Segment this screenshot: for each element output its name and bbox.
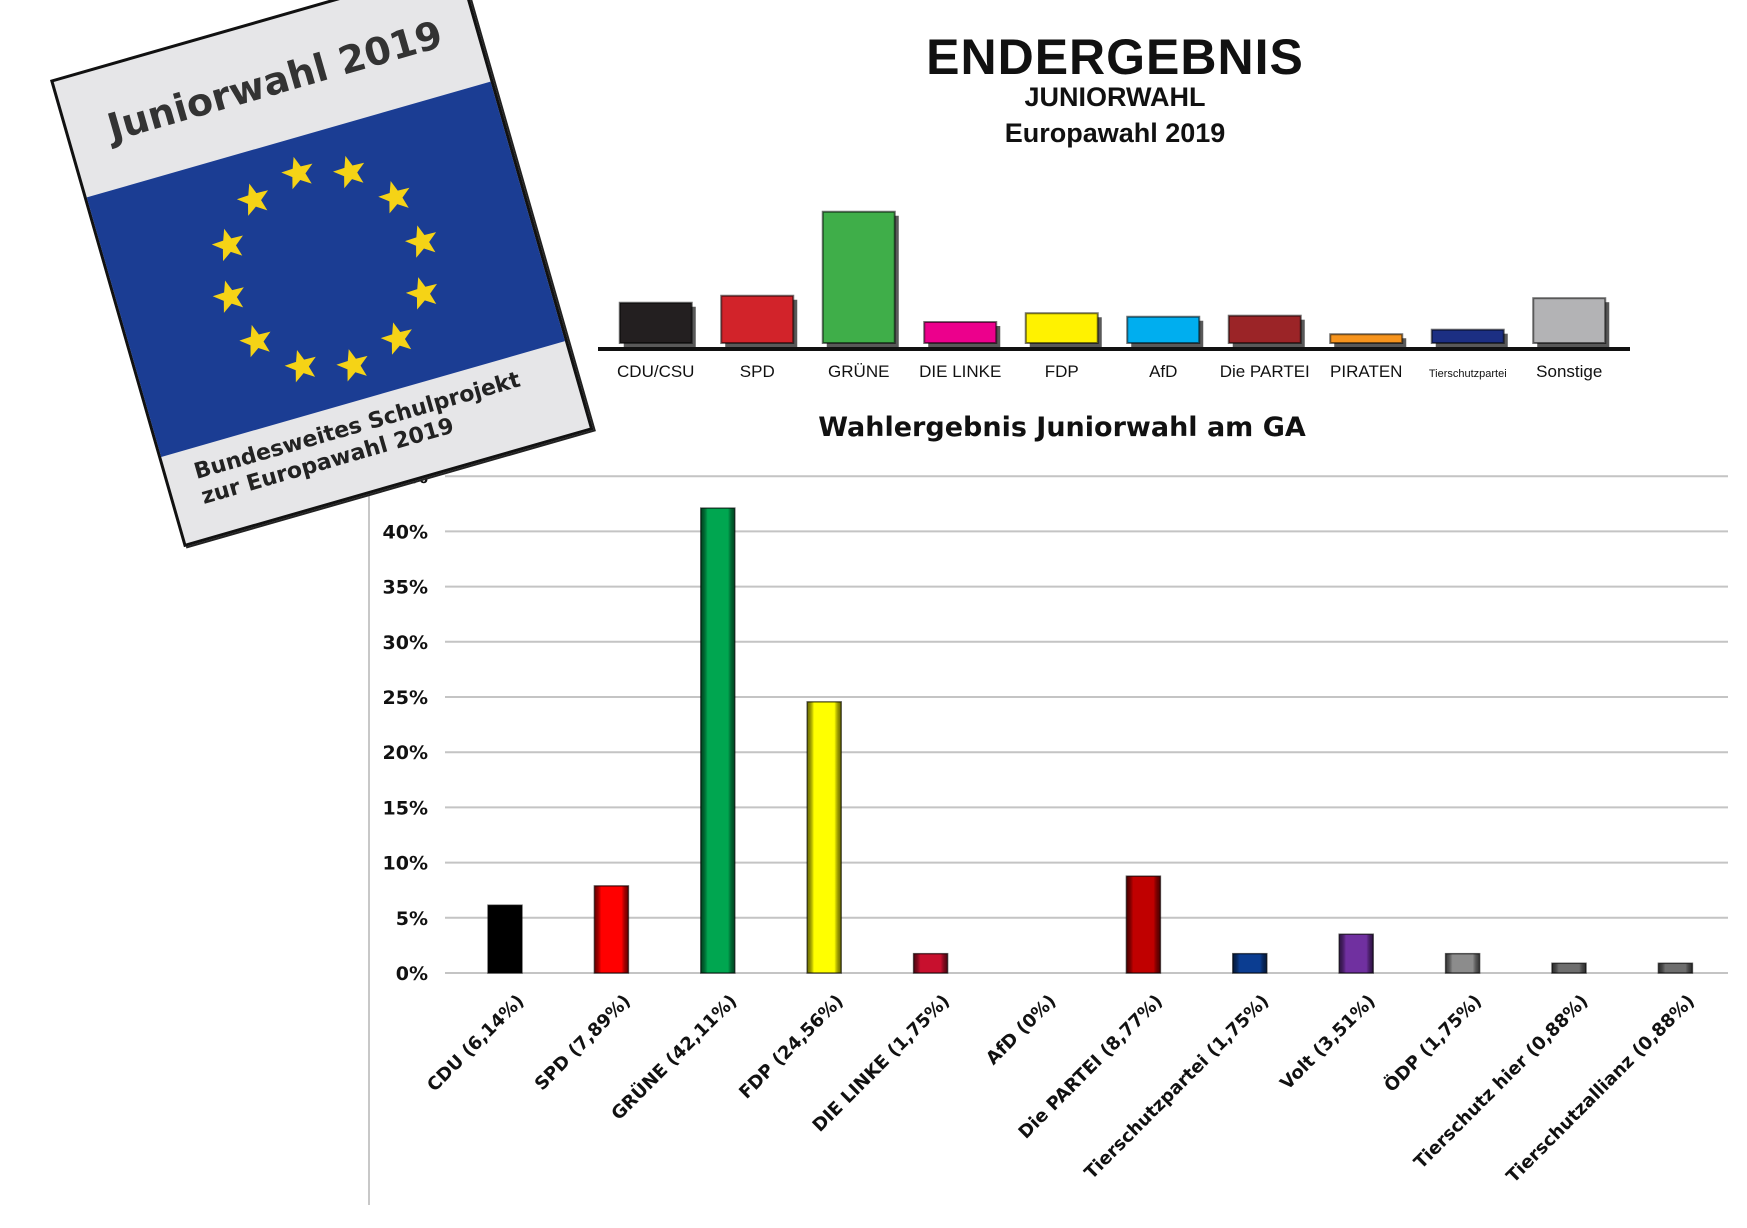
star-icon [239,324,271,358]
chart2-y-tick-label: 35% [383,577,428,599]
chart2-x-label: FDP (24,56%) [735,991,848,1104]
chart1-bar [618,301,693,344]
chart2-y-tick-label: 10% [383,853,428,875]
chart1-bar [821,210,896,344]
chart2-x-label: Tierschutzallianz (0,88%) [1502,991,1698,1187]
chart2-y-tick-label: 25% [383,687,428,709]
chart2-y-tick-label: 5% [396,908,428,930]
star-icon [333,155,365,189]
chart1-x-label: SPD [740,362,775,381]
chart2-x-label: ÖDP (1,75%) [1380,990,1486,1096]
chart1-bar [1329,333,1404,344]
star-icon [378,181,410,214]
eu-stars-icon [211,155,438,383]
chart2-bar-shading [912,952,949,974]
chart2-x-label: Volt (3,51%) [1276,991,1379,1094]
chart1-x-label: GRÜNE [828,362,889,381]
eu-flag-icon [86,81,565,457]
chart2-y-tick-label: 30% [383,632,428,654]
chart2-bar-shading [593,885,630,974]
chart2-bar-shading [1444,952,1481,974]
chart2-x-label: AfD (0%) [982,991,1060,1069]
chart2-bar-shading [700,507,736,974]
juniorwahl-poster: Juniorwahl 2019 Bundesweites Schulprojek… [50,0,594,548]
chart2-y-tick-label: 40% [383,521,428,543]
star-icon [211,228,243,262]
chart2-x-label: SPD (7,89%) [531,991,635,1095]
chart1-x-label: DIE LINKE [919,362,1001,381]
chart1-bar [923,321,998,344]
star-icon [236,183,269,216]
chart2-title: Wahlergebnis Juniorwahl am GA [818,412,1306,443]
chart2-bar-shading [487,904,523,974]
chart2-y-tick-label: 0% [396,963,428,985]
chart2-x-label: Tierschutz hier (0,88%) [1410,991,1593,1174]
star-icon [284,349,316,383]
star-icon [380,322,412,355]
page-subtitle-2: Europawahl 2019 [1004,118,1226,148]
chart1-bar [1227,314,1302,345]
chart1-bar [1430,328,1505,345]
chart2-bar-shading [1551,962,1587,974]
chart1-x-label: FDP [1045,362,1079,381]
chart1-x-label: Die PARTEI [1220,362,1310,381]
chart1-x-label: CDU/CSU [617,362,694,381]
chart2-bar-shading [1338,933,1374,974]
chart1-bar [1532,297,1607,345]
chart1-bar [1024,312,1099,344]
page-subtitle: JUNIORWAHL [1024,82,1206,112]
chart2-bar-shading [1232,952,1268,974]
chart1-x-label: AfD [1149,362,1177,381]
overall-result-chart: CDU/CSU SPD GRÜNE DIE LINKE FDP AfD Die PARTEI… [598,210,1630,381]
chart1-x-label: Sonstige [1536,362,1602,381]
page-title: ENDERGEBNIS [926,29,1304,85]
chart2-bar-shading [1657,962,1694,974]
star-icon [404,225,437,258]
chart2-bar-shading [806,701,842,974]
star-icon [336,349,368,382]
chart2-y-tick-label: 20% [383,742,428,764]
chart2-x-label: CDU (6,14%) [423,991,528,1096]
chart2-y-tick-label: 15% [383,797,428,819]
chart1-x-label: Tierschutzpartei [1429,368,1507,380]
chart1-bar [720,294,795,344]
chart1-x-label: PIRATEN [1330,362,1402,381]
star-icon [212,280,244,313]
star-icon [281,156,313,190]
chart1-bar [1126,315,1201,344]
star-icon [405,277,438,310]
chart2-bar-shading [1125,875,1162,974]
chart2-x-label: Tierschutzpartei (1,75%) [1081,991,1274,1184]
